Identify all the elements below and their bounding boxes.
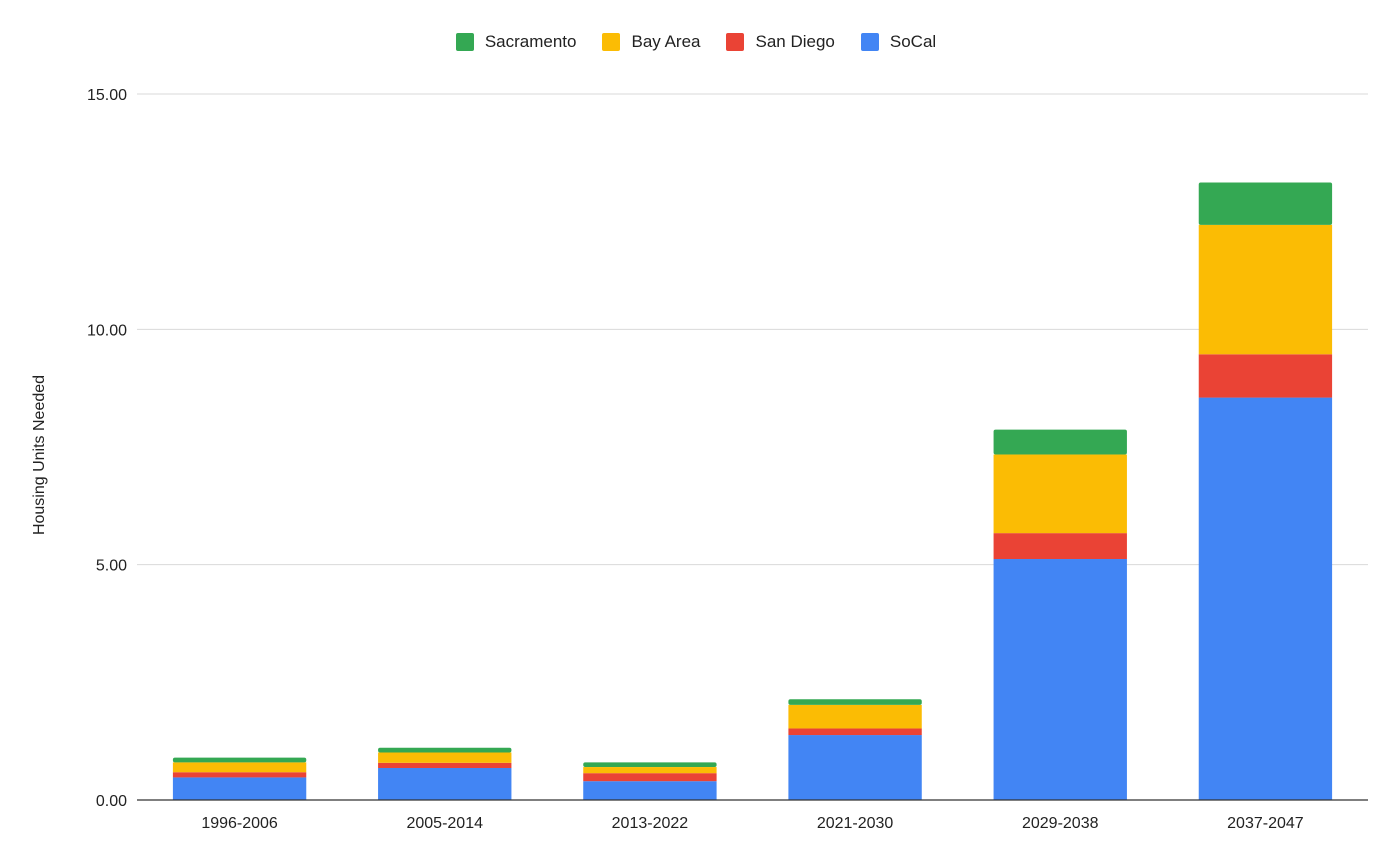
bar-segment-bay-area[interactable] (993, 454, 1127, 534)
bar-segment-bay-area[interactable] (172, 762, 307, 773)
x-tick-label: 2021-2030 (817, 815, 894, 832)
bar-segment-bay-area[interactable] (788, 704, 922, 729)
bar-segment-sacramento[interactable] (993, 429, 1127, 455)
bar-segment-socal[interactable] (1198, 397, 1333, 800)
bar-segment-socal[interactable] (378, 767, 512, 800)
bar-segment-san-diego[interactable] (172, 772, 307, 778)
bar-segment-sacramento[interactable] (1198, 182, 1333, 225)
bar-segment-bay-area[interactable] (1198, 224, 1333, 355)
bar-segment-socal[interactable] (788, 735, 922, 800)
legend-item-socal[interactable]: SoCal (860, 32, 937, 52)
y-tick-label: 10.00 (87, 322, 127, 339)
legend-label-san-diego: San Diego (755, 32, 835, 51)
bar-segment-socal[interactable] (993, 559, 1127, 800)
bar-segment-socal[interactable] (172, 777, 307, 800)
legend-swatch-bay-area (602, 33, 621, 51)
bar-segment-san-diego[interactable] (378, 762, 512, 768)
y-tick-label: 15.00 (87, 87, 127, 104)
x-tick-label: 2029-2038 (1022, 815, 1099, 832)
legend-swatch-socal (860, 33, 879, 51)
x-tick-label: 1996-2006 (201, 815, 278, 832)
legend-swatch-sacramento (455, 33, 474, 51)
legend-item-san-diego[interactable]: San Diego (726, 32, 835, 52)
bar-segment-san-diego[interactable] (1198, 354, 1333, 398)
bar-segment-socal[interactable] (583, 781, 717, 800)
x-tick-label: 2037-2047 (1227, 815, 1304, 832)
y-tick-label: 5.00 (96, 558, 127, 575)
bar-segment-sacramento[interactable] (788, 699, 922, 705)
bar-segment-san-diego[interactable] (788, 728, 922, 736)
x-tick-label: 2013-2022 (612, 815, 689, 832)
bar-segment-sacramento[interactable] (172, 757, 307, 763)
bar-segment-sacramento[interactable] (378, 747, 512, 753)
bar-segment-san-diego[interactable] (583, 773, 717, 782)
y-tick-label: 0.00 (96, 793, 127, 810)
legend-swatch-san-diego (726, 33, 745, 51)
legend-item-bay-area[interactable]: Bay Area (602, 32, 700, 52)
legend-label-socal: SoCal (889, 32, 937, 51)
legend: Sacramento Bay Area San Diego SoCal (0, 32, 1392, 52)
bar-segment-san-diego[interactable] (993, 533, 1127, 560)
x-tick-label: 2005-2014 (406, 815, 483, 832)
bar-segment-bay-area[interactable] (378, 752, 512, 763)
legend-label-bay-area: Bay Area (631, 32, 701, 51)
legend-label-sacramento: Sacramento (484, 32, 577, 51)
bar-segment-sacramento[interactable] (583, 762, 717, 768)
legend-item-sacramento[interactable]: Sacramento (455, 32, 577, 52)
bar-segment-bay-area[interactable] (583, 767, 717, 774)
